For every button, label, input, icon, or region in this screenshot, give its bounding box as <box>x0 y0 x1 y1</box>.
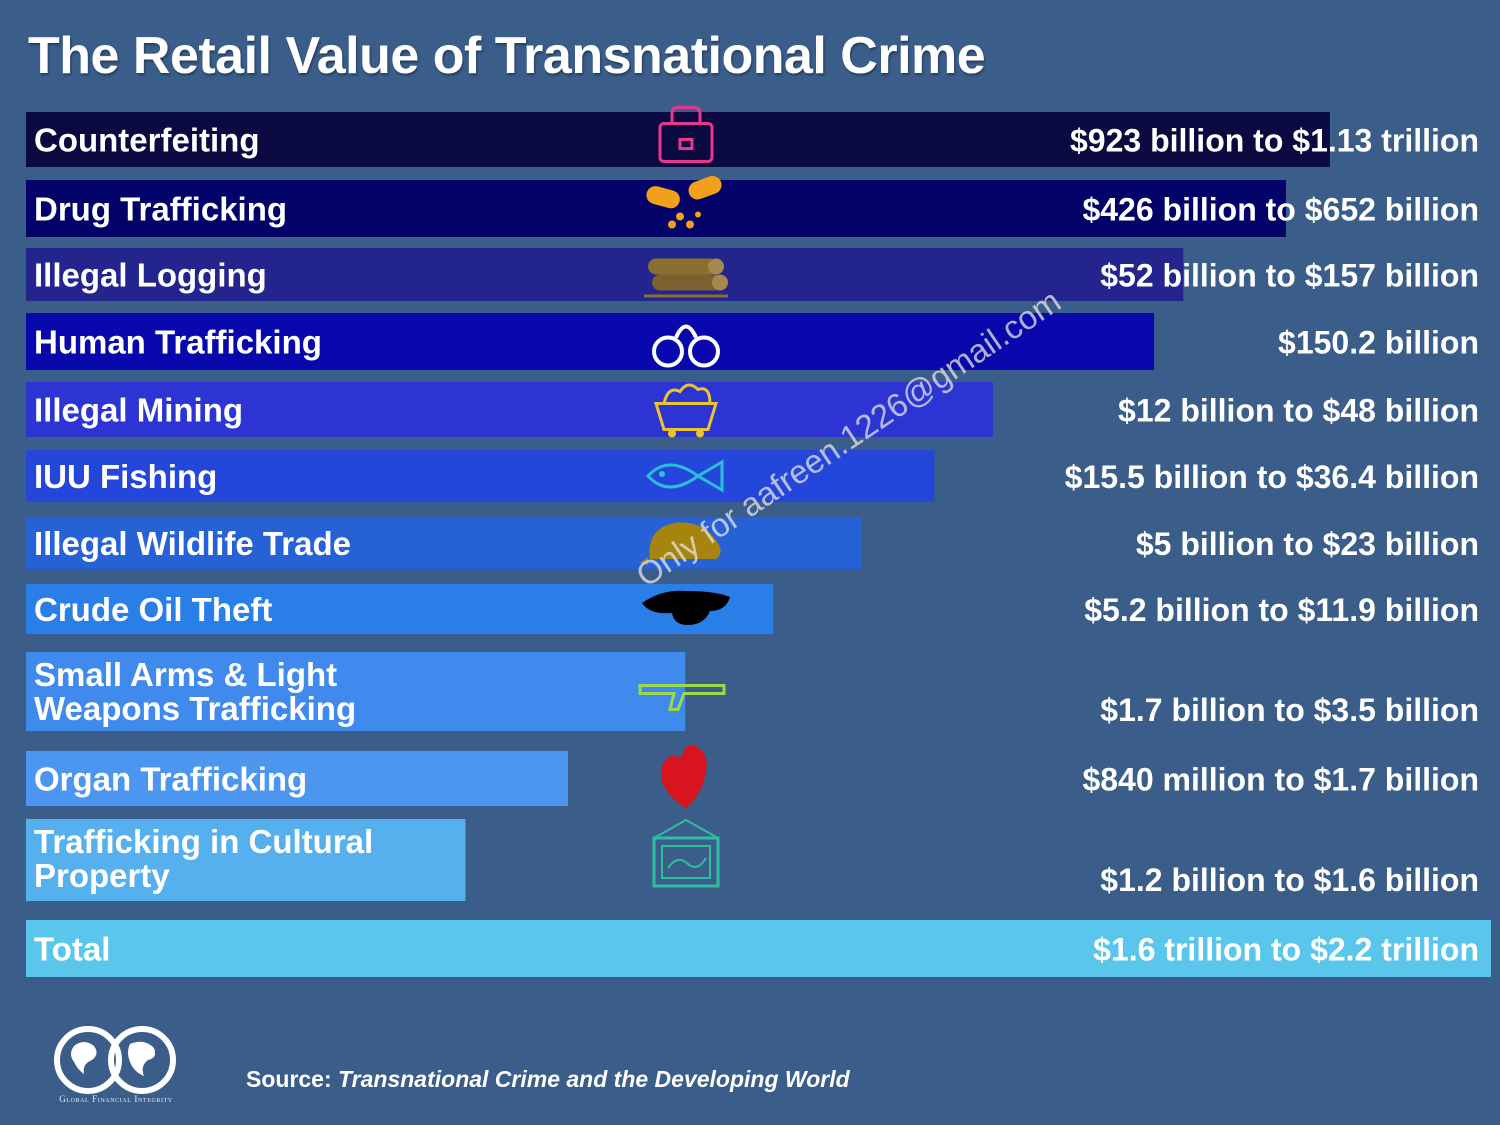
source-title: Transnational Crime and the Developing W… <box>338 1066 850 1092</box>
value-label-8: $5.2 billion to $11.9 billion <box>1084 592 1479 628</box>
pangolin-icon <box>640 522 721 565</box>
value-label-3: $52 billion to $157 billion <box>1100 258 1479 294</box>
value-label-12: $1.6 trillion to $2.2 trillion <box>1093 932 1479 968</box>
pills-icon <box>646 175 722 229</box>
bar-label-2: Drug Trafficking <box>34 191 287 228</box>
bar-label-10: Organ Trafficking <box>34 761 307 798</box>
bar-label-11: Trafficking in Cultural Property <box>34 823 373 894</box>
value-label-1: $923 billion to $1.13 trillion <box>1070 123 1479 159</box>
painting-icon <box>652 818 720 888</box>
bar-12 <box>26 920 1491 977</box>
bar-label-12: Total <box>34 931 110 968</box>
bar-1 <box>26 112 1330 167</box>
bar-label-3: Illegal Logging <box>34 257 267 294</box>
heart-organ-icon <box>661 744 707 809</box>
bar-label-4: Human Trafficking <box>34 324 322 361</box>
bar-label-6: IUU Fishing <box>34 458 217 495</box>
value-label-2: $426 billion to $652 billion <box>1082 192 1479 228</box>
handcuffs-icon <box>652 324 720 368</box>
fish-icon <box>645 459 724 493</box>
bar-label-8: Crude Oil Theft <box>34 591 272 628</box>
source-citation: Source: Transnational Crime and the Deve… <box>246 1066 850 1093</box>
bar-label-5: Illegal Mining <box>34 392 243 429</box>
page-title: The Retail Value of Transnational Crime <box>28 27 986 85</box>
bar-7 <box>26 517 862 569</box>
value-label-11: $1.2 billion to $1.6 billion <box>1100 862 1479 898</box>
value-label-10: $840 million to $1.7 billion <box>1082 762 1479 798</box>
value-label-6: $15.5 billion to $36.4 billion <box>1065 459 1479 495</box>
value-label-4: $150.2 billion <box>1278 325 1479 361</box>
value-label-7: $5 billion to $23 billion <box>1136 526 1479 562</box>
bar-label-1: Counterfeiting <box>34 122 259 159</box>
bar-11 <box>26 819 466 901</box>
value-label-5: $12 billion to $48 billion <box>1118 393 1479 429</box>
logs-icon <box>644 258 728 298</box>
bar-4 <box>26 313 1155 370</box>
logo-text: Global Financial Integrity <box>59 1094 173 1104</box>
bar-3 <box>26 248 1184 301</box>
bar-chart: Counterfeiting $923 billion to $1.13 tril… <box>26 106 1491 977</box>
bar-10 <box>26 751 569 806</box>
bar-5 <box>26 382 993 437</box>
rifle-icon <box>638 684 726 711</box>
mine-cart-icon <box>653 383 719 438</box>
handbag-icon <box>658 106 714 163</box>
oil-spill-icon <box>642 590 730 625</box>
bar-9 <box>26 652 686 731</box>
bar-6 <box>26 450 935 502</box>
bar-label-9: Small Arms & Light Weapons Trafficking <box>34 656 356 727</box>
globe-logo-icon <box>54 1026 176 1094</box>
value-label-9: $1.7 billion to $3.5 billion <box>1100 692 1479 728</box>
bar-label-7: Illegal Wildlife Trade <box>34 525 351 562</box>
source-prefix: Source: <box>246 1066 332 1092</box>
footer: Global Financial Integrity Source: Trans… <box>0 1010 1500 1125</box>
